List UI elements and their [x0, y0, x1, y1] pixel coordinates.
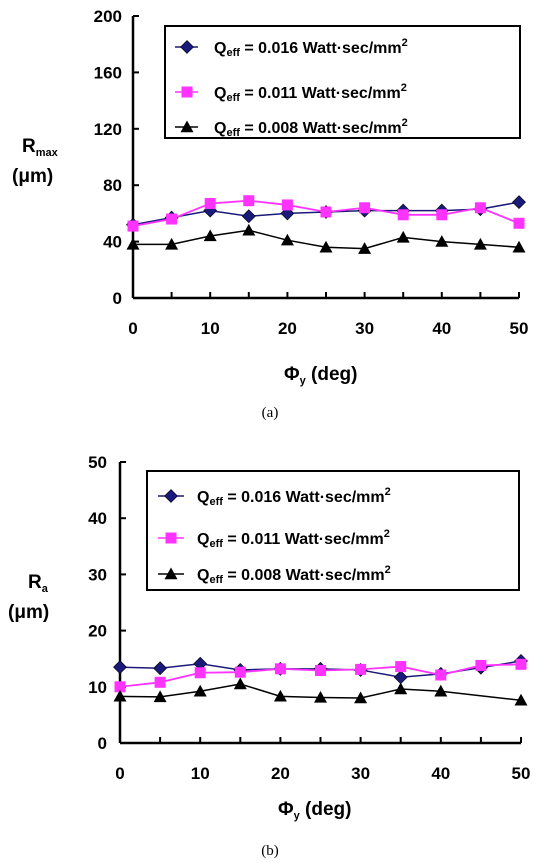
chart-b-x-tick-label: 40 — [431, 764, 450, 783]
chart-a-series-1-point — [436, 209, 447, 220]
chart-b-y-tick-label: 30 — [88, 565, 107, 584]
chart-a-series-1-point — [205, 198, 216, 209]
chart-b-y-tick-label: 0 — [98, 734, 107, 753]
chart-a-x-tick-label: 10 — [201, 319, 220, 338]
chart-b-y-tick-label: 50 — [88, 453, 107, 472]
chart-a-y-tick-label: 200 — [94, 7, 122, 26]
chart-a-caption: (a) — [262, 405, 279, 421]
chart-a: 0 40 80 120 160 200 0 10 20 30 40 50 Qeff = 0.016 W… — [12, 7, 528, 421]
chart-a-legend-label-0: Qeff = 0.016 Watt·sec/mm2 — [214, 37, 408, 59]
chart-b-series-1-point — [195, 667, 206, 678]
chart-a-y-tick-label: 40 — [103, 233, 122, 252]
chart-b-legend-marker-1 — [166, 533, 177, 544]
chart-b-y-tick-label: 20 — [88, 622, 107, 641]
chart-b-series-0-point — [154, 662, 167, 675]
chart-a-legend-label-2: Qeff = 0.008 Watt·sec/mm2 — [214, 117, 408, 139]
chart-a-y-tick-label: 120 — [94, 120, 122, 139]
chart-a-series-1-point — [475, 202, 486, 213]
chart-b-series-2-point — [234, 677, 247, 689]
chart-a-series-1-point — [166, 214, 177, 225]
chart-b-x-tick-label: 30 — [351, 764, 370, 783]
chart-b-series-0-point — [114, 661, 127, 674]
chart-b-series-1-point — [395, 661, 406, 672]
chart-b-y-label: Ra — [28, 572, 49, 595]
chart-b-y-tick-label: 10 — [88, 678, 107, 697]
chart-a-series-0-point — [513, 196, 526, 209]
chart-b-caption: (b) — [261, 843, 279, 859]
chart-b-legend: Qeff = 0.016 Watt·sec/mm2 Qeff = 0.011 Wa… — [147, 471, 519, 590]
chart-a-x-tick-label: 30 — [355, 319, 374, 338]
chart-b-legend-label-1: Qeff = 0.011 Watt·sec/mm2 — [197, 528, 390, 550]
chart-a-series-1-point — [514, 218, 525, 229]
chart-b-series-2 — [114, 677, 528, 705]
chart-a-plot-area — [127, 195, 526, 254]
chart-b-series-1-point — [435, 669, 446, 680]
chart-a-series-1-point — [321, 206, 332, 217]
chart-a-legend-label-1: Qeff = 0.011 Watt·sec/mm2 — [214, 82, 407, 104]
chart-a-series-2-point — [397, 231, 410, 243]
chart-a-legend-marker-1 — [182, 87, 193, 98]
chart-a-series-1-point — [359, 202, 370, 213]
chart-a-series-1-point — [398, 209, 409, 220]
chart-a-y-tick-label: 0 — [113, 289, 122, 308]
chart-b-series-1-point — [235, 667, 246, 678]
chart-a-series-2 — [127, 224, 526, 254]
chart-a-x-tick-label: 20 — [278, 319, 297, 338]
chart-b-legend-label-2: Qeff = 0.008 Watt·sec/mm2 — [197, 564, 391, 586]
chart-a-x-tick-label: 40 — [432, 319, 451, 338]
chart-a-series-1-point — [282, 199, 293, 210]
chart-b-series-1-point — [275, 663, 286, 674]
chart-b-series-2-point — [394, 683, 407, 695]
chart-a-x-tick-label: 50 — [510, 319, 529, 338]
chart-b-series-0-point — [394, 671, 407, 684]
chart-b-series-1-point — [516, 659, 527, 670]
chart-b-series-1-point — [475, 660, 486, 671]
chart-a-y-tick-label: 80 — [103, 176, 122, 195]
chart-b-x-tick-label: 50 — [512, 764, 531, 783]
chart-a-x-label: Φy (deg) — [284, 364, 357, 387]
chart-b-y-label-unit: (μm) — [8, 602, 49, 623]
chart-a-series-1-point — [243, 195, 254, 206]
chart-b-series-1-point — [355, 664, 366, 675]
chart-a-series-2-point — [242, 224, 255, 236]
chart-a-series-1 — [128, 195, 525, 231]
chart-b-legend-label-0: Qeff = 0.016 Watt·sec/mm2 — [197, 486, 391, 508]
chart-b-series-1-point — [155, 677, 166, 688]
chart-a-y-label: Rmax — [22, 136, 59, 159]
chart-a-series-1-point — [128, 221, 139, 232]
chart-b-x-label: Φy (deg) — [278, 799, 351, 822]
chart-a-x-tick-label: 0 — [128, 319, 137, 338]
chart-b-x-tick-label: 20 — [271, 764, 290, 783]
chart-b-plot-area — [114, 654, 528, 705]
chart-a-series-0-point — [242, 210, 255, 223]
chart-b-x-tick-label: 10 — [191, 764, 210, 783]
chart-b: 0 10 20 30 40 50 0 10 20 30 40 50 Qeff = 0.016 Watt… — [8, 453, 530, 859]
chart-a-legend: Qeff = 0.016 Watt·sec/mm2 Qeff = 0.011 Wa… — [165, 26, 520, 139]
chart-b-y-tick-label: 40 — [88, 509, 107, 528]
chart-a-y-tick-label: 160 — [94, 63, 122, 82]
chart-b-x-tick-label: 0 — [115, 764, 124, 783]
chart-a-y-label-unit: (μm) — [12, 166, 53, 187]
chart-b-series-1-point — [315, 665, 326, 676]
